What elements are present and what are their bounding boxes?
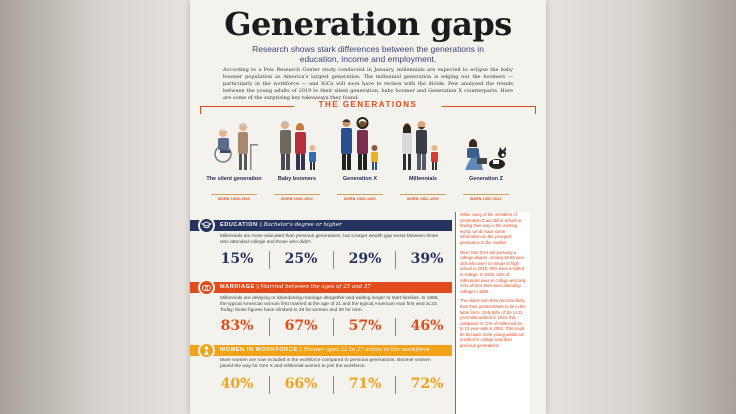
education-icon xyxy=(198,217,215,234)
generation-boomers: Baby boomers BORN 1946-1964 xyxy=(268,114,326,212)
education-band: EDUCATION || Bachelor's degree or higher xyxy=(190,220,452,231)
generations-heading: THE GENERATIONS xyxy=(318,100,418,109)
generation-born: BORN 1946-1964 xyxy=(281,197,313,201)
education-stat-millennials: 39% xyxy=(410,251,444,267)
generation-silent: The silent generation BORN 1928-1945 xyxy=(205,114,263,212)
education-band-label: EDUCATION || Bachelor's degree or higher xyxy=(220,220,342,231)
page-title: Generation gaps xyxy=(224,5,512,43)
marriage-rings-icon xyxy=(198,279,215,296)
workforce-stat-millennials: 72% xyxy=(410,376,444,392)
stat-divider xyxy=(269,251,270,269)
marriage-sublabel: Married between the ages of 25 and 37 xyxy=(260,284,371,290)
stat-divider xyxy=(333,251,334,269)
generations-rule-cap-left xyxy=(200,106,201,114)
workforce-sublabel: Women ages 22 to 37 active in the workfo… xyxy=(303,347,430,353)
generation-name: Baby boomers xyxy=(277,176,317,182)
workforce-description: More women are now included in the workf… xyxy=(220,358,431,369)
generation-z: Generation Z BORN 1997-2012 xyxy=(457,114,515,212)
workforce-band-label: WOMEN IN WORKFORCE || Women ages 22 to 3… xyxy=(220,345,430,356)
separator: || xyxy=(299,347,304,353)
workforce-band: WOMEN IN WORKFORCE || Women ages 22 to 3… xyxy=(190,345,452,356)
sidebar-paragraph: The oldest Gen Zers are less likely than… xyxy=(460,298,526,349)
marriage-stat-silent: 83% xyxy=(220,318,254,334)
sidebar-paragraph: While many of the members of Generation … xyxy=(460,212,522,245)
education-stat-boomers: 25% xyxy=(284,251,318,267)
stat-divider xyxy=(395,318,396,336)
marriage-band: MARRIAGE || Married between the ages of … xyxy=(190,282,452,293)
stat-divider xyxy=(395,376,396,394)
infographic-page: Generation gaps Research shows stark dif… xyxy=(190,0,546,414)
marriage-description: Millennials are delaying or abandoning m… xyxy=(220,296,439,313)
generation-z-illustration xyxy=(465,139,506,170)
education-stat-genx: 29% xyxy=(348,251,382,267)
born-divider xyxy=(337,194,383,195)
generation-born: BORN 1997-2012 xyxy=(470,197,502,201)
marriage-band-label: MARRIAGE || Married between the ages of … xyxy=(220,282,371,293)
generation-z-sidebar: While many of the members of Generation … xyxy=(455,212,530,414)
generation-x-illustration xyxy=(341,117,378,170)
born-divider xyxy=(211,194,257,195)
sidebar-paragraph: More Gen Zers are pursuing a college deg… xyxy=(460,249,526,294)
workforce-stat-silent: 40% xyxy=(220,376,254,392)
generation-born: BORN 1965-1980 xyxy=(344,197,376,201)
marriage-stat-boomers: 67% xyxy=(284,318,318,334)
generation-born: BORN 1928-1945 xyxy=(218,197,250,201)
generations-rule-cap-right xyxy=(535,106,536,114)
marriage-stat-genx: 57% xyxy=(348,318,382,334)
born-divider xyxy=(400,194,446,195)
education-stat-silent: 15% xyxy=(220,251,254,267)
generation-name: The silent generation xyxy=(206,176,262,182)
born-divider xyxy=(274,194,320,195)
generation-name: Generation Z xyxy=(469,176,503,182)
generation-x: Generation X BORN 1965-1980 xyxy=(331,114,389,212)
page-subtitle: Research shows stark differences between… xyxy=(252,44,484,64)
generations-rule-right xyxy=(442,106,536,107)
education-sublabel: Bachelor's degree or higher xyxy=(263,222,342,228)
education-description: Millennials are more educated than previ… xyxy=(220,234,439,245)
workforce-label: WOMEN IN WORKFORCE xyxy=(220,347,298,353)
stat-divider xyxy=(333,376,334,394)
generation-name: Generation X xyxy=(342,176,378,182)
generation-name: Millennials xyxy=(408,176,438,182)
born-divider xyxy=(463,194,509,195)
generation-born: BORN 1981-1996 xyxy=(407,197,439,201)
millennials-illustration xyxy=(402,121,438,170)
silent-generation-illustration xyxy=(214,123,258,170)
separator: || xyxy=(256,284,261,290)
marriage-label: MARRIAGE xyxy=(220,284,255,290)
generations-rule-left xyxy=(200,106,294,107)
education-label: EDUCATION xyxy=(220,222,258,228)
baby-boomers-illustration xyxy=(280,121,316,170)
woman-icon xyxy=(198,342,215,359)
workforce-stat-genx: 71% xyxy=(348,376,382,392)
intro-paragraph: According to a Pew Research Center study… xyxy=(223,67,513,101)
separator: || xyxy=(259,222,264,228)
stat-divider xyxy=(269,376,270,394)
marriage-stat-millennials: 46% xyxy=(410,318,444,334)
stat-divider xyxy=(395,251,396,269)
generation-millennials: Millennials BORN 1981-1996 xyxy=(394,114,452,212)
workforce-stat-boomers: 66% xyxy=(284,376,318,392)
stat-divider xyxy=(269,318,270,336)
stat-divider xyxy=(333,318,334,336)
